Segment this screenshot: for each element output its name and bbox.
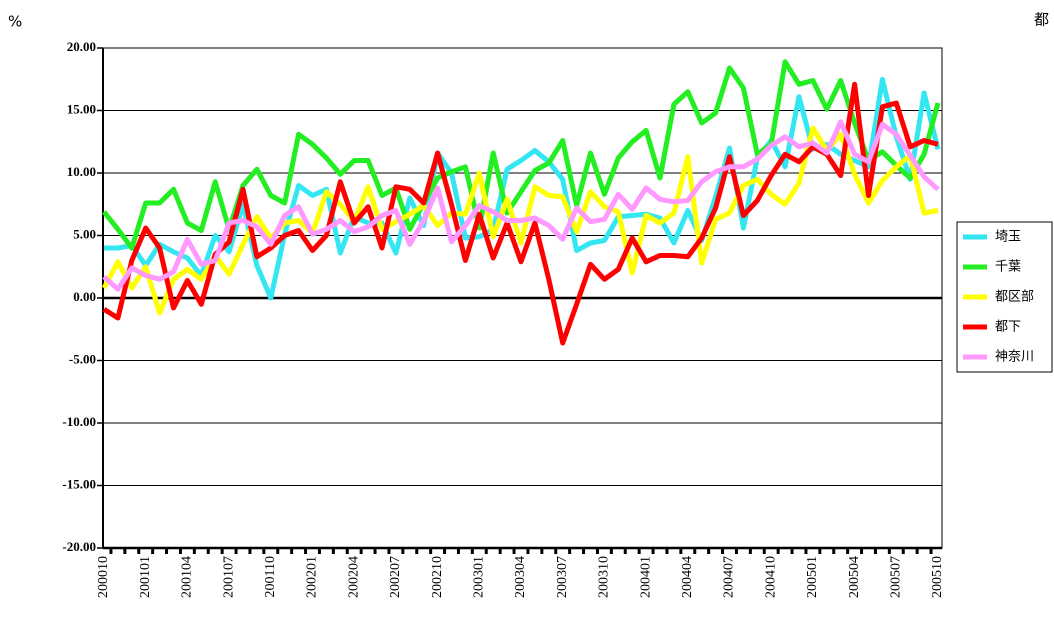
x-tick-label: 200310 <box>597 556 612 598</box>
y-tick-label: 5.00 <box>73 226 96 241</box>
x-tick-label: 200504 <box>847 556 862 598</box>
x-tick-label: 200204 <box>346 556 361 598</box>
x-tick-label: 200201 <box>305 556 320 598</box>
y-tick-label: 20.00 <box>67 39 96 54</box>
series-line <box>101 125 939 316</box>
x-tick-label: 200501 <box>805 556 820 598</box>
legend-label: 都区部 <box>995 290 1034 305</box>
x-tick-label: 200410 <box>763 556 778 598</box>
series-line <box>102 59 941 251</box>
x-tick-label: 200404 <box>680 556 695 598</box>
x-tick-label: 200210 <box>430 556 445 598</box>
x-tick-label: 200510 <box>930 556 945 598</box>
legend-label: 神奈川 <box>995 350 1034 365</box>
x-tick-label: 200104 <box>180 556 195 598</box>
y-tick-label: -5.00 <box>69 351 96 366</box>
y-tick-label: 10.00 <box>67 164 96 179</box>
x-tick-label: 200304 <box>513 556 528 598</box>
legend-label: 都下 <box>995 320 1021 335</box>
series-line <box>102 81 939 346</box>
x-tick-label: 200301 <box>472 556 487 598</box>
series-line <box>102 119 940 292</box>
legend-label: 千葉 <box>995 260 1021 275</box>
x-tick-label: 200010 <box>96 556 111 598</box>
x-tick-label: 200101 <box>138 556 153 598</box>
x-tick-label: 200110 <box>263 556 278 597</box>
y-tick-label: 15.00 <box>67 101 96 116</box>
y-unit: % <box>8 13 22 31</box>
x-tick-label: 200207 <box>388 556 403 598</box>
legend-label: 埼玉 <box>995 230 1021 245</box>
x-tick-label: 200507 <box>889 556 904 598</box>
y-tick-label: -20.00 <box>62 539 96 554</box>
x-tick-label: 200407 <box>722 556 737 598</box>
x-tick-label: 200307 <box>555 556 570 598</box>
series-line <box>104 76 941 301</box>
y-tick-label: -15.00 <box>62 476 96 491</box>
x-tick-label: 200401 <box>638 556 653 598</box>
x-tick-label: 200107 <box>221 556 236 598</box>
y-tick-label: -10.00 <box>62 414 96 429</box>
y-tick-label: 0.00 <box>73 289 96 304</box>
annotation: 都 <box>1034 11 1049 29</box>
